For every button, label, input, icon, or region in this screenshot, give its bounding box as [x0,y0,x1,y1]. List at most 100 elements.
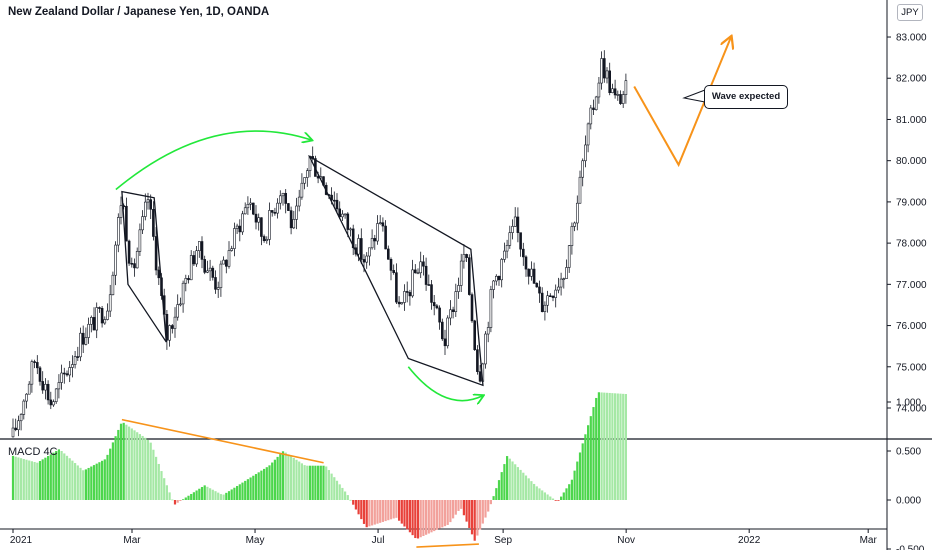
macd-axis-label: 1.000 [896,398,921,409]
price-axis-label: 75.000 [896,362,927,373]
candle [446,315,450,349]
candle [17,415,20,437]
candle [144,193,147,221]
candle [565,259,568,279]
candle [411,259,414,298]
macd-bar [589,416,592,500]
macd-bar [130,428,133,500]
projection-arrow[interactable] [633,37,731,168]
macd-bar [624,394,627,500]
divergence-line[interactable] [416,543,479,548]
macd-bar [209,488,212,500]
candle [478,365,482,383]
candle [141,210,144,235]
curved-arrow[interactable] [407,366,483,401]
macd-bar [90,466,93,500]
macd-bar [406,500,409,530]
macd-bar [222,494,225,500]
candle [187,275,190,284]
candle [300,173,304,200]
trend-wedge[interactable] [121,190,167,343]
macd-bar [11,455,15,500]
candle [513,207,517,227]
candle [503,242,506,263]
candle [546,290,549,313]
macd-bar [346,495,349,500]
macd-bar [300,463,303,500]
candle [403,284,406,311]
macd-bar [611,393,614,500]
macd-bar [365,500,368,528]
candle [605,67,609,84]
macd-bar [433,500,436,532]
candle [368,247,371,266]
candle [505,239,509,259]
macd-bar [605,392,609,500]
macd-bar [87,467,90,500]
candle [84,327,88,346]
candle [44,378,47,400]
candle [373,234,377,250]
candle [254,205,258,230]
candle [570,222,574,255]
macd-bar [425,500,428,535]
candle [521,242,525,266]
macd-bar [360,500,363,520]
candle [181,280,185,313]
candle [413,264,417,274]
trend-wedge[interactable] [307,154,484,387]
time-axis-label: Jul [372,535,385,546]
candle [419,251,423,279]
macd-bar [468,500,471,528]
price-axis-label: 74.000 [896,404,927,415]
macd-bar [427,500,430,534]
curved-arrow[interactable] [115,130,312,191]
macd-bar [41,459,44,500]
time-axis-label: May [246,535,265,546]
candle [465,253,468,263]
macd-bar [584,434,587,500]
macd-bar [600,392,603,500]
macd-bar [103,459,106,500]
candle [108,284,112,317]
candle [589,104,593,130]
macd-bar [44,457,47,500]
macd-bar [500,472,503,500]
macd-bar [446,500,449,525]
macd-axis-label: 0.000 [896,496,921,507]
macd-bar [55,451,58,500]
macd-bar [533,483,536,500]
macd-bar [128,426,131,500]
candle [440,318,444,341]
candle [200,236,204,269]
macd-bar [192,492,195,500]
macd-bar [392,500,395,519]
indicator-title: MACD 4C [8,446,58,458]
macd-bar [443,500,447,527]
candle [257,213,261,231]
macd-bar [20,458,23,500]
macd-histogram [11,392,627,541]
candle [530,261,533,281]
currency-button[interactable]: JPY [897,4,923,21]
price-drawings[interactable] [115,37,731,401]
macd-bar [576,461,579,500]
macd-bar [106,454,109,500]
macd-bar [357,500,360,515]
candle [297,189,301,212]
candle [19,413,23,431]
macd-bar [76,465,79,500]
candle [492,280,495,299]
macd-bar [233,487,236,500]
candle [378,215,382,225]
macd-bar [114,436,117,500]
macd-bar [384,500,387,522]
macd-bar [36,462,39,500]
candle [427,274,431,286]
macd-bar [47,456,50,500]
candle [106,303,109,321]
divergence-line[interactable] [121,418,324,464]
price-axis-label: 81.000 [896,115,927,126]
macd-bar [30,461,33,500]
